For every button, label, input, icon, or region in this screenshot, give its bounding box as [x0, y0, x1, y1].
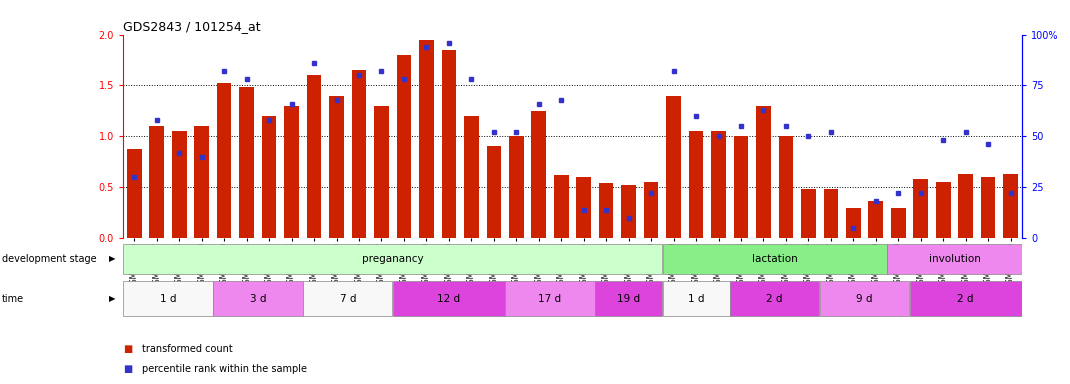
- Text: ■: ■: [123, 364, 133, 374]
- Bar: [891, 207, 905, 238]
- Bar: [123, 244, 662, 274]
- Bar: [730, 281, 820, 316]
- Bar: [303, 281, 393, 316]
- Bar: [1004, 174, 1018, 238]
- Bar: [622, 185, 636, 238]
- Text: 9 d: 9 d: [856, 293, 873, 304]
- Bar: [487, 147, 501, 238]
- Bar: [262, 116, 276, 238]
- Bar: [195, 126, 209, 238]
- Bar: [662, 281, 730, 316]
- Text: 1 d: 1 d: [688, 293, 704, 304]
- Text: 2 d: 2 d: [766, 293, 783, 304]
- Bar: [172, 131, 186, 238]
- Bar: [936, 182, 950, 238]
- Bar: [374, 106, 388, 238]
- Text: 19 d: 19 d: [617, 293, 640, 304]
- Text: 3 d: 3 d: [249, 293, 266, 304]
- Bar: [150, 126, 164, 238]
- Bar: [779, 136, 793, 238]
- Bar: [577, 177, 591, 238]
- Text: development stage: development stage: [2, 254, 96, 264]
- Text: 7 d: 7 d: [339, 293, 356, 304]
- Text: ■: ■: [123, 344, 133, 354]
- Bar: [464, 116, 478, 238]
- Bar: [532, 111, 546, 238]
- Text: ▶: ▶: [109, 254, 116, 263]
- Text: lactation: lactation: [752, 254, 797, 264]
- Bar: [662, 244, 887, 274]
- Bar: [352, 70, 366, 238]
- Bar: [914, 179, 928, 238]
- Bar: [285, 106, 299, 238]
- Bar: [712, 131, 725, 238]
- Text: involution: involution: [929, 254, 980, 264]
- Bar: [981, 177, 995, 238]
- Text: GDS2843 / 101254_at: GDS2843 / 101254_at: [123, 20, 261, 33]
- Bar: [419, 40, 433, 238]
- Text: 12 d: 12 d: [438, 293, 460, 304]
- Bar: [595, 281, 662, 316]
- Bar: [869, 202, 883, 238]
- Text: ▶: ▶: [109, 294, 116, 303]
- Text: preganancy: preganancy: [362, 254, 424, 264]
- Bar: [599, 183, 613, 238]
- Text: time: time: [2, 293, 25, 304]
- Bar: [820, 281, 910, 316]
- Bar: [397, 55, 411, 238]
- Text: 1 d: 1 d: [159, 293, 177, 304]
- Bar: [959, 174, 973, 238]
- Bar: [734, 136, 748, 238]
- Bar: [509, 136, 523, 238]
- Bar: [824, 189, 838, 238]
- Bar: [217, 83, 231, 238]
- Bar: [240, 88, 254, 238]
- Text: percentile rank within the sample: percentile rank within the sample: [142, 364, 307, 374]
- Bar: [689, 131, 703, 238]
- Bar: [127, 149, 141, 238]
- Bar: [910, 281, 1022, 316]
- Bar: [756, 106, 770, 238]
- Bar: [801, 189, 815, 238]
- Bar: [123, 281, 213, 316]
- Bar: [393, 281, 505, 316]
- Bar: [505, 281, 595, 316]
- Bar: [213, 281, 303, 316]
- Text: transformed count: transformed count: [142, 344, 233, 354]
- Bar: [307, 75, 321, 238]
- Bar: [554, 175, 568, 238]
- Text: 17 d: 17 d: [538, 293, 562, 304]
- Text: 2 d: 2 d: [958, 293, 974, 304]
- Bar: [846, 207, 860, 238]
- Bar: [667, 96, 681, 238]
- Bar: [330, 96, 343, 238]
- Bar: [887, 244, 1022, 274]
- Bar: [442, 50, 456, 238]
- Bar: [644, 182, 658, 238]
